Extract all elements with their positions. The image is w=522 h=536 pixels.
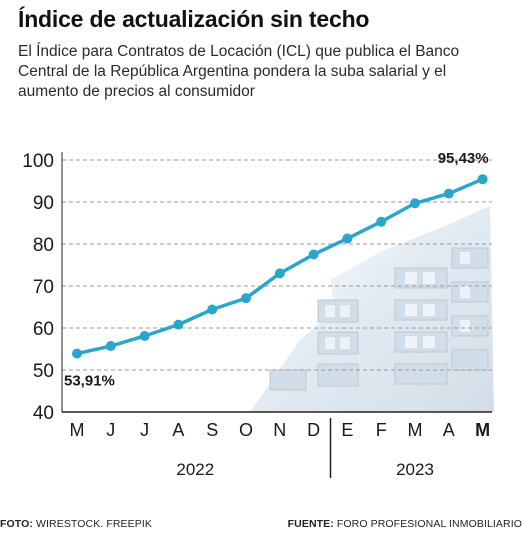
y-tick-label: 60 <box>33 319 54 340</box>
data-point <box>139 330 150 341</box>
x-tick-label: J <box>140 420 149 440</box>
x-tick-label: N <box>273 420 286 440</box>
y-tick-label: 50 <box>33 361 54 382</box>
x-tick-label: S <box>206 420 218 440</box>
y-tick-label: 90 <box>33 193 54 214</box>
data-label: 95,43% <box>438 150 489 167</box>
year-label: 2023 <box>396 460 434 479</box>
credits-footer: FOTO: WIRESTOCK. FREEPIK FUENTE: FORO PR… <box>0 515 522 531</box>
x-tick-label: J <box>106 420 115 440</box>
y-tick-label: 40 <box>33 403 54 424</box>
y-tick-label: 80 <box>33 235 54 256</box>
data-point <box>376 216 387 227</box>
photo-credit-label: FOTO: <box>0 518 33 530</box>
y-tick-label: 70 <box>33 277 54 298</box>
data-label: 53,91% <box>64 373 115 390</box>
data-point <box>308 249 319 260</box>
x-tick-label: M <box>70 420 85 440</box>
data-point <box>207 304 218 315</box>
chart-title: Índice de actualización sin techo <box>18 6 370 32</box>
x-tick-label: M <box>408 420 423 440</box>
x-tick-label: E <box>341 420 353 440</box>
year-label: 2022 <box>176 460 214 479</box>
source-credit-label: FUENTE: <box>287 518 334 530</box>
source-credit: FUENTE: FORO PROFESIONAL INMOBILIARIO <box>288 518 522 530</box>
x-tick-label: M <box>475 420 490 440</box>
data-point <box>477 174 488 185</box>
source-credit-text: FORO PROFESIONAL INMOBILIARIO <box>336 518 522 530</box>
data-point <box>173 319 184 330</box>
data-point <box>342 233 353 244</box>
data-point <box>72 348 82 359</box>
data-point <box>274 268 285 279</box>
photo-credit-text: WIRESTOCK. FREEPIK <box>36 518 152 530</box>
y-tick-label: 100 <box>22 151 54 172</box>
data-point <box>410 198 420 209</box>
data-point <box>443 188 454 199</box>
x-tick-label: O <box>239 420 253 440</box>
photo-credit: FOTO: WIRESTOCK. FREEPIK <box>0 518 152 530</box>
building-illustration <box>250 206 494 412</box>
chart-subtitle: El Índice para Contratos de Locación (IC… <box>18 43 460 100</box>
data-point <box>241 293 251 304</box>
x-tick-label: A <box>443 420 455 440</box>
x-tick-label: A <box>172 420 184 440</box>
x-tick-label: D <box>307 420 320 440</box>
data-point <box>105 341 116 352</box>
x-tick-label: F <box>376 420 387 440</box>
